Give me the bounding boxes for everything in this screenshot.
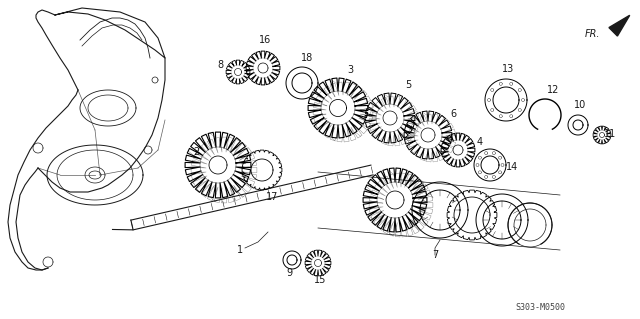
Text: 8: 8 — [217, 60, 223, 70]
Text: 16: 16 — [259, 35, 271, 45]
Text: FR.: FR. — [585, 29, 600, 39]
Text: S303-M0500: S303-M0500 — [515, 303, 565, 313]
Text: 10: 10 — [574, 100, 586, 110]
Text: 13: 13 — [502, 64, 514, 74]
Text: 11: 11 — [604, 129, 616, 139]
Polygon shape — [609, 15, 630, 36]
Text: 3: 3 — [347, 65, 353, 75]
Text: 9: 9 — [286, 268, 292, 278]
Text: 15: 15 — [314, 275, 326, 285]
Text: 5: 5 — [405, 80, 411, 90]
Text: 7: 7 — [432, 250, 438, 260]
Text: 17: 17 — [266, 192, 278, 202]
Text: 2: 2 — [193, 147, 199, 157]
Text: 18: 18 — [301, 53, 313, 63]
Text: 12: 12 — [547, 85, 559, 95]
Text: 6: 6 — [450, 109, 456, 119]
Text: 14: 14 — [506, 162, 518, 172]
Text: 4: 4 — [477, 137, 483, 147]
Text: 1: 1 — [237, 245, 243, 255]
